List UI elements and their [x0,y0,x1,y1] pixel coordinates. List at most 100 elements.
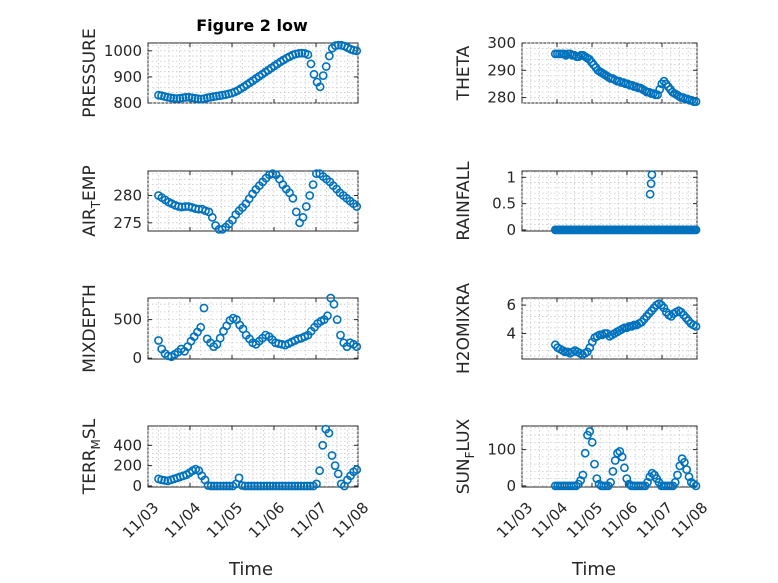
data-point [288,193,298,203]
data-point [673,470,682,480]
data-point [301,202,311,211]
data-point [309,69,319,79]
data-point [332,315,342,324]
data-point [620,463,629,473]
data-point [303,50,313,60]
y-axis-label: H2OMIXRA [454,283,474,374]
y-tick-label: 900 [113,68,142,86]
y-axis-label-main: AIR [80,208,100,237]
x-tick-label: 11/08 [668,499,711,542]
axis-ticks: 0 500 [113,298,359,367]
data-point [352,465,362,475]
series-markers [550,426,701,491]
series-markers [550,299,701,360]
data-point [585,426,595,436]
data-point [268,481,278,491]
data-point [327,451,337,460]
x-tick-label: 11/08 [329,499,372,542]
grid-lines [521,171,698,231]
y-tick-label: 4 [506,324,516,342]
y-tick-label: 1 [506,168,516,186]
data-point [222,481,231,491]
data-point [253,481,262,491]
y-axis-label-rest: SL [80,418,100,439]
data-point [647,170,657,180]
data-point [193,94,203,104]
data-point [298,212,308,222]
data-point [265,481,275,491]
data-point [608,466,618,476]
data-point [315,82,325,92]
data-point [172,94,182,103]
data-point [215,481,225,491]
axis-ticks: 800 900 1000 [104,42,359,112]
series-markers [154,169,362,234]
subplot-2: 280 290 300 THETA [454,34,701,107]
y-tick-label: 0 [506,221,516,239]
y-tick-label: 0 [132,477,142,495]
subplot-4: 00.51 RAINFALL [454,161,701,241]
data-point [645,189,655,199]
data-point [329,299,339,309]
x-tick-label: 11/05 [563,499,606,542]
data-point [246,481,256,491]
data-point [240,481,250,491]
data-point [578,470,588,480]
data-point [318,440,328,450]
data-point [291,207,301,217]
data-point [352,46,362,56]
y-tick-label: 6 [506,296,516,314]
data-point [271,481,281,491]
series-markers [550,170,701,235]
data-point [653,90,662,100]
y-axis-label-main: RAINFALL [454,161,474,241]
data-point [294,49,304,58]
x-tick-label: 11/03 [119,499,162,542]
data-point [580,448,590,458]
data-point [290,481,300,491]
data-point [262,481,272,491]
data-point [206,481,216,491]
y-axis-label-subscript: F [463,451,477,458]
data-point [333,469,343,479]
data-point [691,97,701,106]
series-markers [154,40,362,104]
y-axis-label: SUNFLUX [454,418,477,494]
series-markers [154,293,362,362]
y-axis-label: TERRMSL [80,418,103,495]
data-point [321,62,331,71]
x-tick-label: 11/05 [203,499,246,542]
y-tick-label: 0 [132,349,142,367]
y-axis-label-main: THETA [454,45,474,101]
data-point [312,479,321,489]
plot-area [521,170,698,232]
data-point [297,48,307,58]
y-tick-label: 400 [113,436,142,454]
data-point [655,85,665,94]
data-point [274,481,284,491]
data-point [212,481,222,491]
data-point [352,342,362,351]
data-point [306,59,316,69]
y-axis-label-subscript: T [89,200,103,209]
data-point [691,225,701,235]
y-axis-label-main: H2OMIXRA [454,283,474,374]
y-axis-label: THETA [454,45,474,101]
data-point [323,311,332,321]
data-point [250,481,259,491]
y-axis-label-main: PRESSURE [80,28,100,117]
axis-ticks: 46 [506,296,698,359]
data-point [287,481,297,491]
data-point [606,477,615,487]
y-tick-label: 800 [113,94,142,112]
data-point [196,322,206,332]
data-point [617,452,627,462]
data-point [318,71,328,80]
axis-ticks: 00.51 [492,168,698,239]
y-axis-label-rest: EMP [80,165,100,201]
x-tick-label: 11/04 [528,499,571,542]
data-point [590,459,599,469]
